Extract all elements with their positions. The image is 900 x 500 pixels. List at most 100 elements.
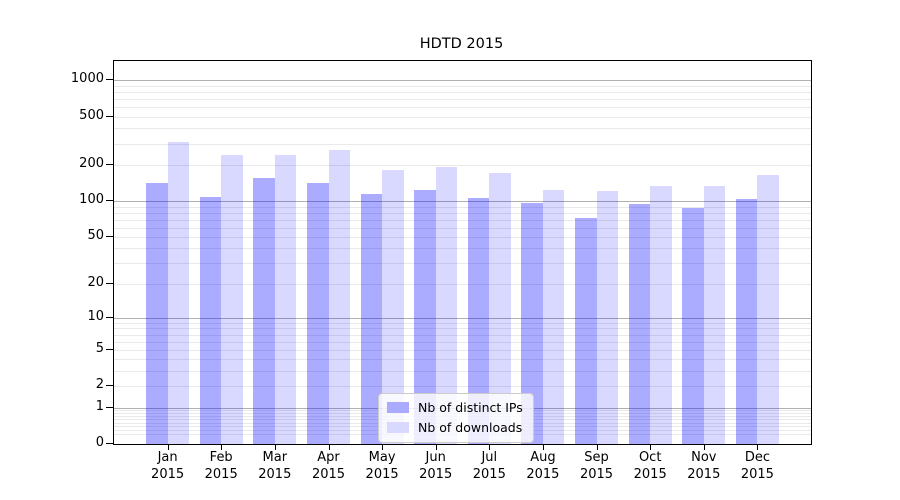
x-tick-mark xyxy=(489,445,491,450)
bar-downloads xyxy=(489,172,511,444)
y-tick-label: 1 xyxy=(95,398,104,414)
bar-downloads xyxy=(274,155,297,444)
y-tick-mark xyxy=(106,385,113,387)
bar-downloads xyxy=(435,166,458,444)
legend-label-distinct-ips: Nb of distinct IPs xyxy=(418,400,523,415)
gridline xyxy=(114,107,811,109)
bar-distinct-ips xyxy=(199,197,222,444)
x-tick-mark xyxy=(542,445,544,450)
bar-downloads xyxy=(542,190,565,444)
bar-downloads xyxy=(650,185,672,444)
bar-downloads xyxy=(596,191,618,444)
y-tick-mark xyxy=(106,406,113,408)
x-tick-label: Aug 2015 xyxy=(526,450,560,482)
x-tick-label: Feb 2015 xyxy=(204,450,238,482)
gridline xyxy=(114,371,811,372)
y-tick-label: 100 xyxy=(79,192,104,207)
bar-distinct-ips xyxy=(628,204,651,444)
gridline xyxy=(114,212,811,214)
x-tick-label: May 2015 xyxy=(365,450,399,482)
legend-item: Nb of downloads xyxy=(387,420,523,435)
gridline xyxy=(114,322,811,324)
y-tick-mark xyxy=(106,348,113,350)
y-tick-mark xyxy=(106,115,113,117)
legend-swatch-downloads xyxy=(387,422,409,433)
x-tick-mark xyxy=(328,445,330,450)
x-tick-label: Dec 2015 xyxy=(740,450,774,482)
gridline xyxy=(114,98,811,100)
bar-distinct-ips xyxy=(414,190,436,444)
gridline xyxy=(114,328,811,330)
gridline xyxy=(114,85,811,87)
x-tick-label: Sep 2015 xyxy=(579,450,614,482)
y-tick-mark xyxy=(106,443,113,444)
gridline xyxy=(114,283,811,285)
bar-downloads xyxy=(703,185,726,444)
legend-swatch-distinct-ips xyxy=(387,402,409,413)
bar-distinct-ips xyxy=(735,199,758,444)
y-tick-label: 50 xyxy=(87,228,104,243)
y-tick-mark xyxy=(106,316,113,318)
gridline xyxy=(114,248,811,250)
gridline xyxy=(114,143,811,145)
y-tick-label: 200 xyxy=(79,155,104,171)
x-tick-label: Nov 2015 xyxy=(687,450,721,482)
bar-distinct-ips xyxy=(467,197,490,444)
x-tick-mark xyxy=(703,445,705,450)
y-tick-label: 0 xyxy=(95,435,104,450)
x-tick-mark xyxy=(274,445,276,450)
x-tick-mark xyxy=(596,445,598,450)
x-tick-label: Mar 2015 xyxy=(258,450,292,482)
gridline xyxy=(114,263,811,265)
bar-distinct-ips xyxy=(307,182,329,444)
gridline xyxy=(114,386,811,388)
x-tick-label: Jul 2015 xyxy=(472,450,506,482)
bar-downloads xyxy=(167,141,190,444)
bar-distinct-ips xyxy=(521,202,543,444)
y-tick-label: 500 xyxy=(79,107,104,123)
x-tick-label: Oct 2015 xyxy=(633,450,667,482)
x-tick-label: Apr 2015 xyxy=(311,450,346,482)
y-tick-mark xyxy=(106,236,113,237)
bar-distinct-ips xyxy=(146,182,168,444)
legend-item: Nb of distinct IPs xyxy=(387,400,523,415)
y-tick-label: 2 xyxy=(95,377,104,393)
y-tick-mark xyxy=(106,282,113,284)
gridline xyxy=(114,164,811,166)
gridline xyxy=(114,334,811,336)
bar-distinct-ips xyxy=(360,193,383,444)
x-tick-label: Jun 2015 xyxy=(419,450,453,482)
y-tick-label: 5 xyxy=(95,340,104,356)
legend-label-downloads: Nb of downloads xyxy=(418,420,523,435)
bar-downloads xyxy=(328,150,350,444)
gridline xyxy=(114,80,811,82)
gridline xyxy=(114,227,811,229)
gridline xyxy=(114,237,811,238)
y-tick-label: 1000 xyxy=(70,71,104,87)
bar-distinct-ips xyxy=(575,218,597,444)
x-tick-mark xyxy=(221,445,223,450)
chart-title: HDTD 2015 xyxy=(419,36,504,52)
y-tick-mark xyxy=(106,79,113,81)
bar-downloads xyxy=(221,155,243,444)
x-tick-mark xyxy=(382,445,384,450)
gridline xyxy=(114,317,811,319)
bar-distinct-ips xyxy=(682,208,704,444)
y-tick-label: 10 xyxy=(87,308,104,324)
gridline xyxy=(114,116,811,118)
gridline xyxy=(114,349,811,351)
gridline xyxy=(114,128,811,130)
gridline xyxy=(114,359,811,361)
bar-downloads xyxy=(382,170,404,444)
x-tick-mark xyxy=(757,445,759,450)
bar-distinct-ips xyxy=(253,177,275,444)
plot-area: Nb of distinct IPs Nb of downloads xyxy=(113,60,812,445)
y-tick-label: 20 xyxy=(87,274,104,290)
x-tick-mark xyxy=(435,445,437,450)
x-tick-mark xyxy=(167,445,169,450)
gridline xyxy=(114,206,811,208)
gridline xyxy=(114,91,811,93)
gridline xyxy=(114,201,811,202)
y-tick-mark xyxy=(106,163,113,165)
